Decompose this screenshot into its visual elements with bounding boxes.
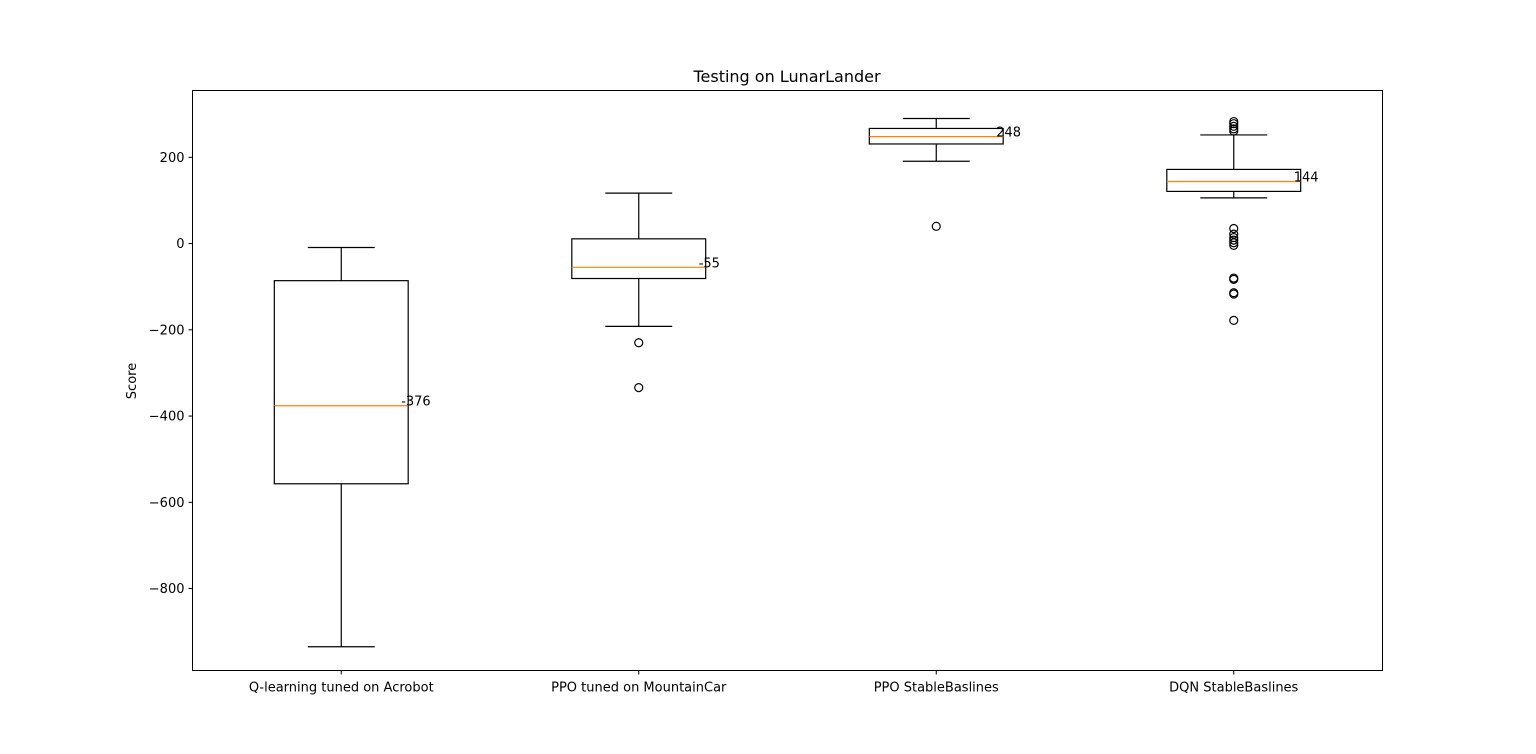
boxes-group: -376 -55 248 144 bbox=[273, 116, 1319, 648]
x-axis: Q-learning tuned on Acrobot PPO tuned on … bbox=[249, 670, 1299, 696]
outlier-point bbox=[1229, 229, 1239, 239]
median-value-label: -55 bbox=[699, 256, 720, 271]
outlier-point bbox=[1229, 223, 1239, 234]
x-tick-label: DQN StableBaslines bbox=[1169, 681, 1298, 696]
y-tick-label: 200 bbox=[160, 151, 185, 166]
box-3: 248 bbox=[868, 117, 1021, 231]
y-tick-label: −800 bbox=[149, 582, 185, 597]
outlier-point bbox=[1229, 315, 1239, 325]
y-axis: −800 −600 −400 −200 0 200 bbox=[149, 151, 193, 597]
plot-area-frame bbox=[192, 90, 1383, 671]
y-tick-label: −400 bbox=[149, 410, 185, 425]
outlier-point bbox=[1229, 119, 1239, 129]
box-2: -55 bbox=[571, 192, 720, 393]
outlier-point bbox=[931, 221, 941, 231]
outlier-point bbox=[1229, 238, 1239, 248]
x-tick-label: PPO StableBaslines bbox=[874, 681, 999, 696]
median-value-label: -376 bbox=[401, 395, 431, 410]
iqr-box bbox=[1166, 168, 1302, 193]
iqr-box bbox=[571, 238, 707, 280]
y-tick-label: −600 bbox=[149, 496, 185, 511]
outlier-point bbox=[634, 338, 644, 348]
median-value-label: 248 bbox=[996, 126, 1021, 141]
outlier-point bbox=[1229, 121, 1239, 131]
outlier-point bbox=[1229, 289, 1239, 299]
median-value-label: 144 bbox=[1294, 170, 1319, 185]
outlier-point bbox=[634, 383, 644, 393]
y-axis-label: Score bbox=[125, 363, 140, 399]
chart-title: Testing on LunarLander bbox=[692, 67, 881, 86]
outlier-point bbox=[1229, 274, 1239, 284]
box-1: -376 bbox=[273, 246, 431, 648]
outlier-point bbox=[1229, 126, 1239, 136]
box-4: 144 bbox=[1166, 116, 1319, 325]
y-tick-label: 0 bbox=[176, 237, 184, 252]
outlier-point bbox=[1229, 240, 1239, 250]
iqr-box bbox=[273, 280, 409, 485]
x-tick-label: PPO tuned on MountainCar bbox=[551, 681, 727, 696]
x-tick-label: Q-learning tuned on Acrobot bbox=[249, 681, 434, 696]
y-tick-label: −200 bbox=[149, 323, 185, 338]
outlier-point bbox=[1229, 235, 1239, 245]
